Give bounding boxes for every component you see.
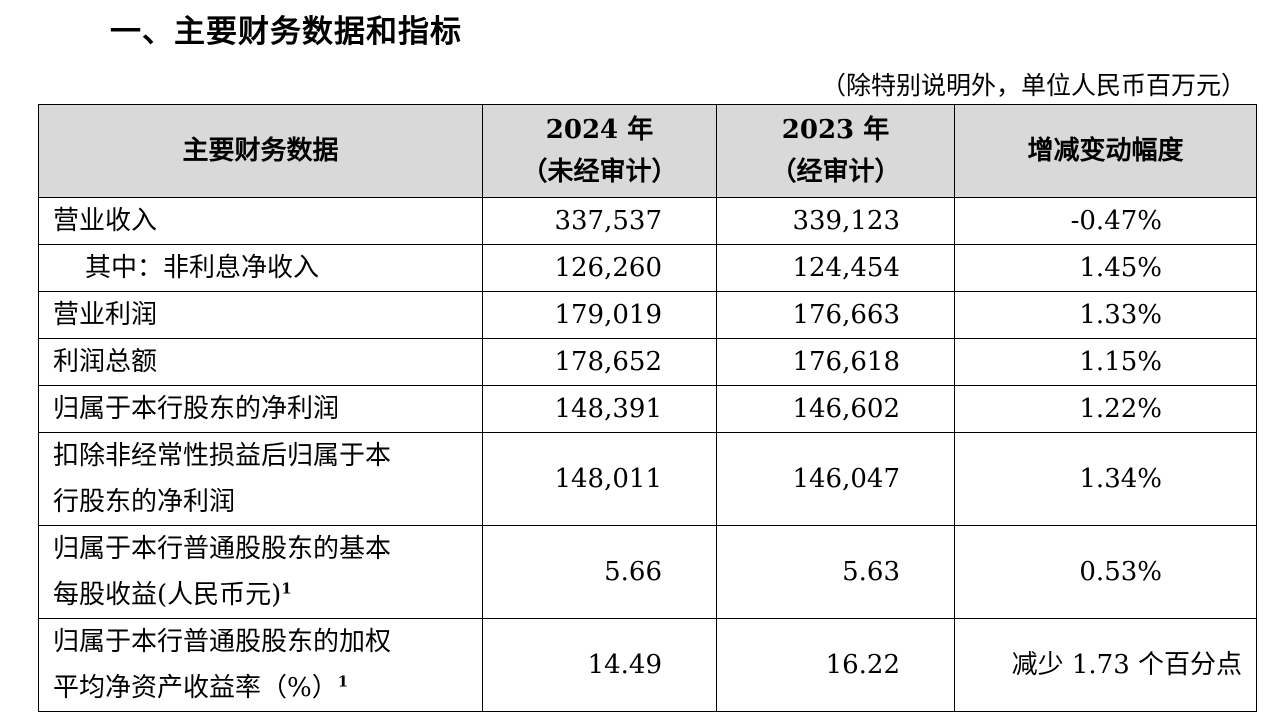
value-2024: 5.66 [482,525,717,619]
value-2024: 178,652 [482,338,717,386]
table-row: 归属于本行普通股股东的加权 平均净资产收益率（%）1 14.49 16.22 减… [38,618,1257,712]
value-2023: 176,663 [716,291,955,339]
value-2024: 14.49 [482,618,717,712]
change-value: 1.22% [954,385,1257,433]
table-row: 归属于本行股东的净利润 148,391 146,602 1.22% [38,385,1257,433]
value-2024: 179,019 [482,291,717,339]
row-label: 营业收入 [38,197,483,245]
row-label: 归属于本行普通股股东的加权 平均净资产收益率（%）1 [38,618,483,712]
header-2024: 2024 年 （未经审计） [482,104,717,198]
footnote-marker: 1 [281,579,292,598]
footnote-marker: 1 [337,672,349,691]
table-row: 归属于本行普通股股东的基本 每股收益(人民币元)1 5.66 5.63 0.53… [38,525,1257,619]
financial-data-table: 主要财务数据 2024 年 （未经审计） 2023 年 （经审计） 增减变动幅度… [38,104,1257,712]
change-value: 减少 1.73 个百分点 [954,618,1257,712]
row-label: 归属于本行股东的净利润 [38,385,483,433]
value-2023: 146,047 [716,432,955,526]
row-label: 利润总额 [38,338,483,386]
row-label: 归属于本行普通股股东的基本 每股收益(人民币元)1 [38,525,483,619]
change-value: -0.47% [954,197,1257,245]
header-item: 主要财务数据 [38,104,483,198]
table-row: 扣除非经常性损益后归属于本 行股东的净利润 148,011 146,047 1.… [38,432,1257,526]
table-row: 营业利润 179,019 176,663 1.33% [38,291,1257,339]
value-2023: 5.63 [716,525,955,619]
table-header-row: 主要财务数据 2024 年 （未经审计） 2023 年 （经审计） 增减变动幅度 [38,104,1257,198]
unit-note: （除特别说明外，单位人民币百万元） [820,71,1246,100]
table-row: 其中：非利息净收入 126,260 124,454 1.45% [38,244,1257,292]
value-2024: 148,011 [482,432,717,526]
header-2023: 2023 年 （经审计） [716,104,955,198]
value-2023: 339,123 [716,197,955,245]
row-label: 其中：非利息净收入 [38,244,483,292]
value-2023: 146,602 [716,385,955,433]
value-2023: 124,454 [716,244,955,292]
change-value: 1.15% [954,338,1257,386]
row-label: 营业利润 [38,291,483,339]
change-value: 1.34% [954,432,1257,526]
header-change: 增减变动幅度 [954,104,1257,198]
row-label: 扣除非经常性损益后归属于本 行股东的净利润 [38,432,483,526]
value-2024: 148,391 [482,385,717,433]
change-value: 1.33% [954,291,1257,339]
table-row: 营业收入 337,537 339,123 -0.47% [38,197,1257,245]
section-heading: 一、主要财务数据和指标 [110,14,462,50]
table-row: 利润总额 178,652 176,618 1.15% [38,338,1257,386]
change-value: 1.45% [954,244,1257,292]
value-2024: 126,260 [482,244,717,292]
change-value: 0.53% [954,525,1257,619]
value-2023: 176,618 [716,338,955,386]
value-2024: 337,537 [482,197,717,245]
value-2023: 16.22 [716,618,955,712]
